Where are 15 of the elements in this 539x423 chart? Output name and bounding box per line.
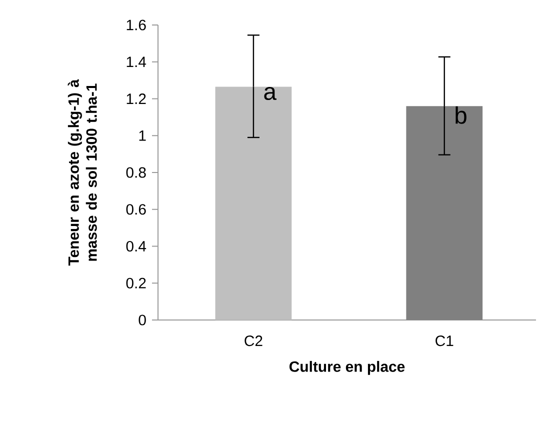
y-tick-label: 1 (139, 130, 146, 141)
x-tick-label: C2 (244, 336, 262, 346)
x-axis-title: Culture en place (289, 360, 405, 375)
y-tick-label: 0.8 (126, 167, 146, 178)
y-tick-label: 1.6 (126, 20, 146, 30)
y-tick-label: 0.4 (126, 240, 146, 252)
y-axis-title: Teneur en azote (g.kg-1) à masse de sol 1300 t.ha-1 (68, 79, 97, 266)
annotation: a (264, 86, 277, 100)
y-tick-label: 1.4 (126, 56, 146, 68)
y-tick-label: 0.2 (126, 278, 146, 288)
x-tick-label: C1 (436, 336, 454, 346)
y-tick-label: 0.6 (126, 204, 146, 215)
y-tick-label: 0 (138, 314, 146, 326)
y-tick-label: 1.2 (126, 94, 146, 104)
annotation: b (456, 106, 466, 124)
